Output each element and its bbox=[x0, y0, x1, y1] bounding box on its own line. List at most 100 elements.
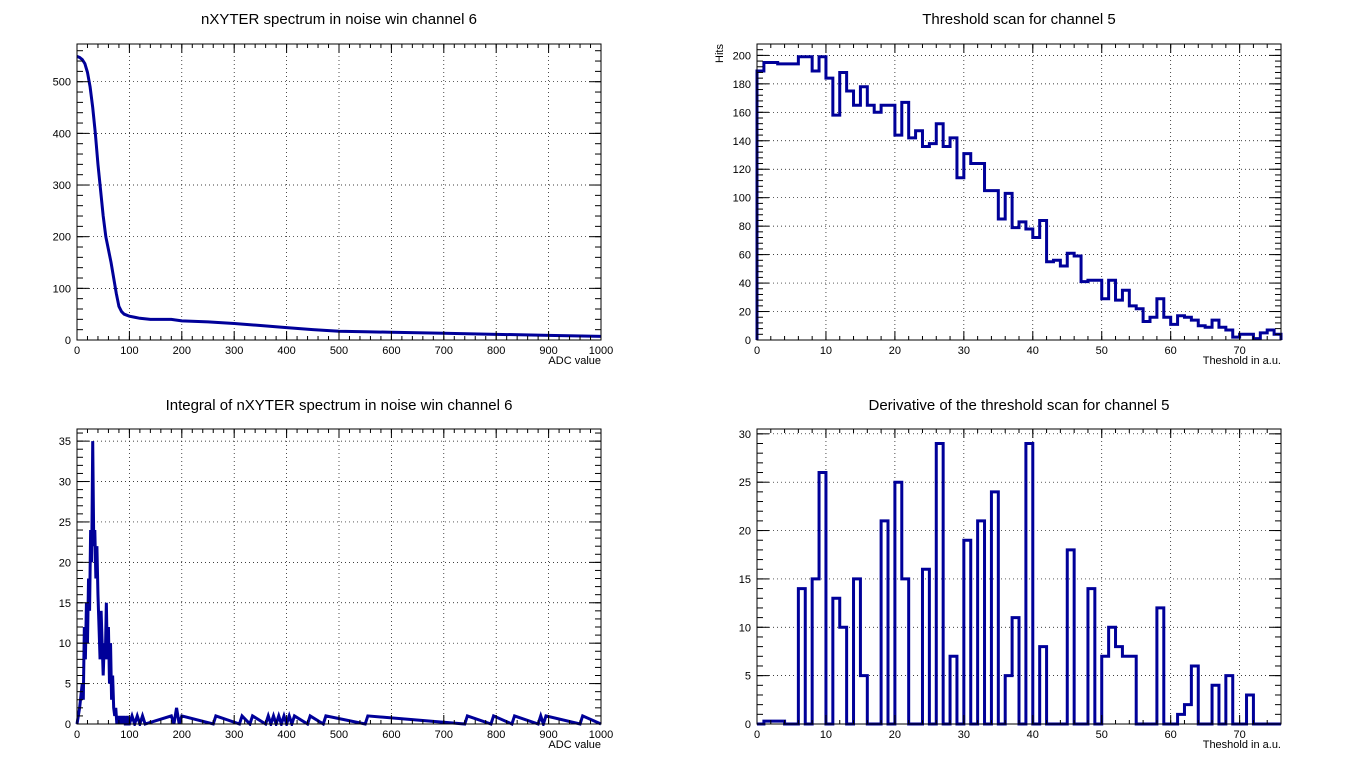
y-tick-label: 20 bbox=[739, 307, 751, 319]
x-axis: 0 100 200 300 400 500 600 700 800 900 1000 bbox=[74, 44, 613, 357]
x-tick-label: 0 bbox=[74, 345, 80, 357]
x-tick-label: 500 bbox=[330, 345, 348, 357]
plot-frame bbox=[756, 43, 1282, 341]
series-line bbox=[76, 55, 602, 338]
x-tick-label: 800 bbox=[487, 729, 505, 741]
y-axis: 0 5 10 15 20 25 30 35 bbox=[59, 432, 601, 731]
chart-svg: 0 100 200 300 400 500 600 700 800 900 1000 0 5 10 15 20… bbox=[59, 397, 613, 751]
y-tick-label: 100 bbox=[733, 193, 751, 205]
x-tick-label: 800 bbox=[487, 345, 505, 357]
grid bbox=[757, 429, 1281, 724]
x-tick-label: 40 bbox=[1027, 729, 1039, 741]
y-tick-label: 0 bbox=[745, 335, 751, 347]
y-axis: 0 100 200 300 400 500 bbox=[53, 50, 601, 347]
x-tick-label: 900 bbox=[539, 729, 557, 741]
y-tick-label: 5 bbox=[65, 679, 71, 691]
pad-integral-spectrum: 0 100 200 300 400 500 600 700 800 900 1000 0 5 10 15 20… bbox=[0, 384, 680, 768]
x-tick-label: 70 bbox=[1234, 729, 1246, 741]
x-tick-label: 60 bbox=[1165, 345, 1177, 357]
x-tick-label: 300 bbox=[225, 729, 243, 741]
y-tick-label: 200 bbox=[53, 232, 71, 244]
x-tick-label: 200 bbox=[173, 729, 191, 741]
x-axis-label: Theshold in a.u. bbox=[1203, 355, 1281, 367]
x-tick-label: 500 bbox=[330, 729, 348, 741]
y-axis: 0 5 10 15 20 25 30 bbox=[739, 429, 1281, 731]
x-tick-label: 400 bbox=[277, 345, 295, 357]
y-tick-label: 5 bbox=[745, 671, 751, 683]
y-tick-label: 20 bbox=[739, 526, 751, 538]
x-tick-label: 700 bbox=[435, 345, 453, 357]
x-tick-label: 100 bbox=[120, 345, 138, 357]
x-axis: 0 100 200 300 400 500 600 700 800 900 1000 bbox=[74, 429, 613, 741]
x-tick-label: 70 bbox=[1234, 345, 1246, 357]
y-axis: 0 20 40 60 80 100 120 140 160 180 200 bbox=[733, 43, 1281, 347]
x-axis-label: Theshold in a.u. bbox=[1203, 739, 1281, 751]
x-tick-label: 50 bbox=[1096, 345, 1108, 357]
series-line bbox=[757, 442, 1281, 726]
x-tick-label: 700 bbox=[435, 729, 453, 741]
grid bbox=[77, 429, 601, 724]
y-tick-label: 80 bbox=[739, 221, 751, 233]
x-tick-label: 30 bbox=[958, 729, 970, 741]
chart-title: Derivative of the threshold scan for cha… bbox=[868, 397, 1169, 414]
x-tick-label: 100 bbox=[120, 729, 138, 741]
x-tick-label: 20 bbox=[889, 345, 901, 357]
y-tick-label: 40 bbox=[739, 278, 751, 290]
x-tick-label: 300 bbox=[225, 345, 243, 357]
y-tick-label: 100 bbox=[53, 283, 71, 295]
grid bbox=[757, 44, 1281, 340]
x-tick-label: 900 bbox=[539, 345, 557, 357]
x-tick-label: 20 bbox=[889, 729, 901, 741]
x-axis-label: ADC value bbox=[548, 355, 601, 367]
y-tick-label: 25 bbox=[59, 517, 71, 529]
x-tick-label: 400 bbox=[277, 729, 295, 741]
y-axis-label: Hits bbox=[714, 44, 726, 63]
grid bbox=[77, 44, 601, 340]
y-tick-label: 15 bbox=[739, 574, 751, 586]
x-tick-label: 600 bbox=[382, 729, 400, 741]
x-tick-label: 0 bbox=[754, 345, 760, 357]
y-tick-label: 30 bbox=[739, 429, 751, 441]
chart-title: Threshold scan for channel 5 bbox=[922, 11, 1115, 28]
chart-title: nXYTER spectrum in noise win channel 6 bbox=[201, 11, 477, 28]
y-tick-label: 0 bbox=[65, 719, 71, 731]
x-tick-label: 40 bbox=[1027, 345, 1039, 357]
y-tick-label: 10 bbox=[59, 638, 71, 650]
x-tick-label: 10 bbox=[820, 345, 832, 357]
y-tick-label: 180 bbox=[733, 79, 751, 91]
y-tick-label: 160 bbox=[733, 107, 751, 119]
pad-threshold-scan: 0 10 20 30 40 50 60 70 0 20 40 60 80 100 120 140 160 180 2… bbox=[680, 0, 1360, 384]
x-tick-label: 60 bbox=[1165, 729, 1177, 741]
y-tick-label: 0 bbox=[65, 335, 71, 347]
y-tick-label: 15 bbox=[59, 598, 71, 610]
y-tick-label: 60 bbox=[739, 250, 751, 262]
chart-svg: 0 10 20 30 40 50 60 70 0 20 40 60 80 100 120 140 160 180 2… bbox=[714, 11, 1283, 367]
chart-svg: 0 100 200 300 400 500 600 700 800 900 1000 0 100 200 3… bbox=[53, 11, 614, 367]
y-tick-label: 35 bbox=[59, 436, 71, 448]
x-tick-label: 0 bbox=[754, 729, 760, 741]
x-tick-label: 30 bbox=[958, 345, 970, 357]
y-tick-label: 20 bbox=[59, 557, 71, 569]
y-tick-label: 30 bbox=[59, 477, 71, 489]
x-axis-label: ADC value bbox=[548, 739, 601, 751]
y-tick-label: 120 bbox=[733, 164, 751, 176]
series-line bbox=[755, 55, 1283, 341]
series-line bbox=[75, 441, 602, 726]
y-tick-label: 500 bbox=[53, 77, 71, 89]
x-tick-label: 1000 bbox=[589, 729, 613, 741]
y-tick-label: 400 bbox=[53, 128, 71, 140]
chart-title: Integral of nXYTER spectrum in noise win… bbox=[166, 397, 513, 414]
pad-adc-spectrum: 0 100 200 300 400 500 600 700 800 900 1000 0 100 200 3… bbox=[0, 0, 680, 384]
y-tick-label: 140 bbox=[733, 136, 751, 148]
y-tick-label: 200 bbox=[733, 50, 751, 62]
x-axis: 0 10 20 30 40 50 60 70 bbox=[754, 44, 1282, 357]
y-tick-label: 25 bbox=[739, 477, 751, 489]
x-tick-label: 200 bbox=[173, 345, 191, 357]
x-axis: 0 10 20 30 40 50 60 70 bbox=[754, 429, 1282, 741]
chart-svg: 0 10 20 30 40 50 60 70 0 5 10 15 20 25 30 Derivative of… bbox=[739, 397, 1282, 751]
y-tick-label: 300 bbox=[53, 180, 71, 192]
x-tick-label: 600 bbox=[382, 345, 400, 357]
pad-threshold-derivative: 0 10 20 30 40 50 60 70 0 5 10 15 20 25 30 Derivative of… bbox=[680, 384, 1360, 768]
y-tick-label: 0 bbox=[745, 719, 751, 731]
x-tick-label: 1000 bbox=[589, 345, 613, 357]
